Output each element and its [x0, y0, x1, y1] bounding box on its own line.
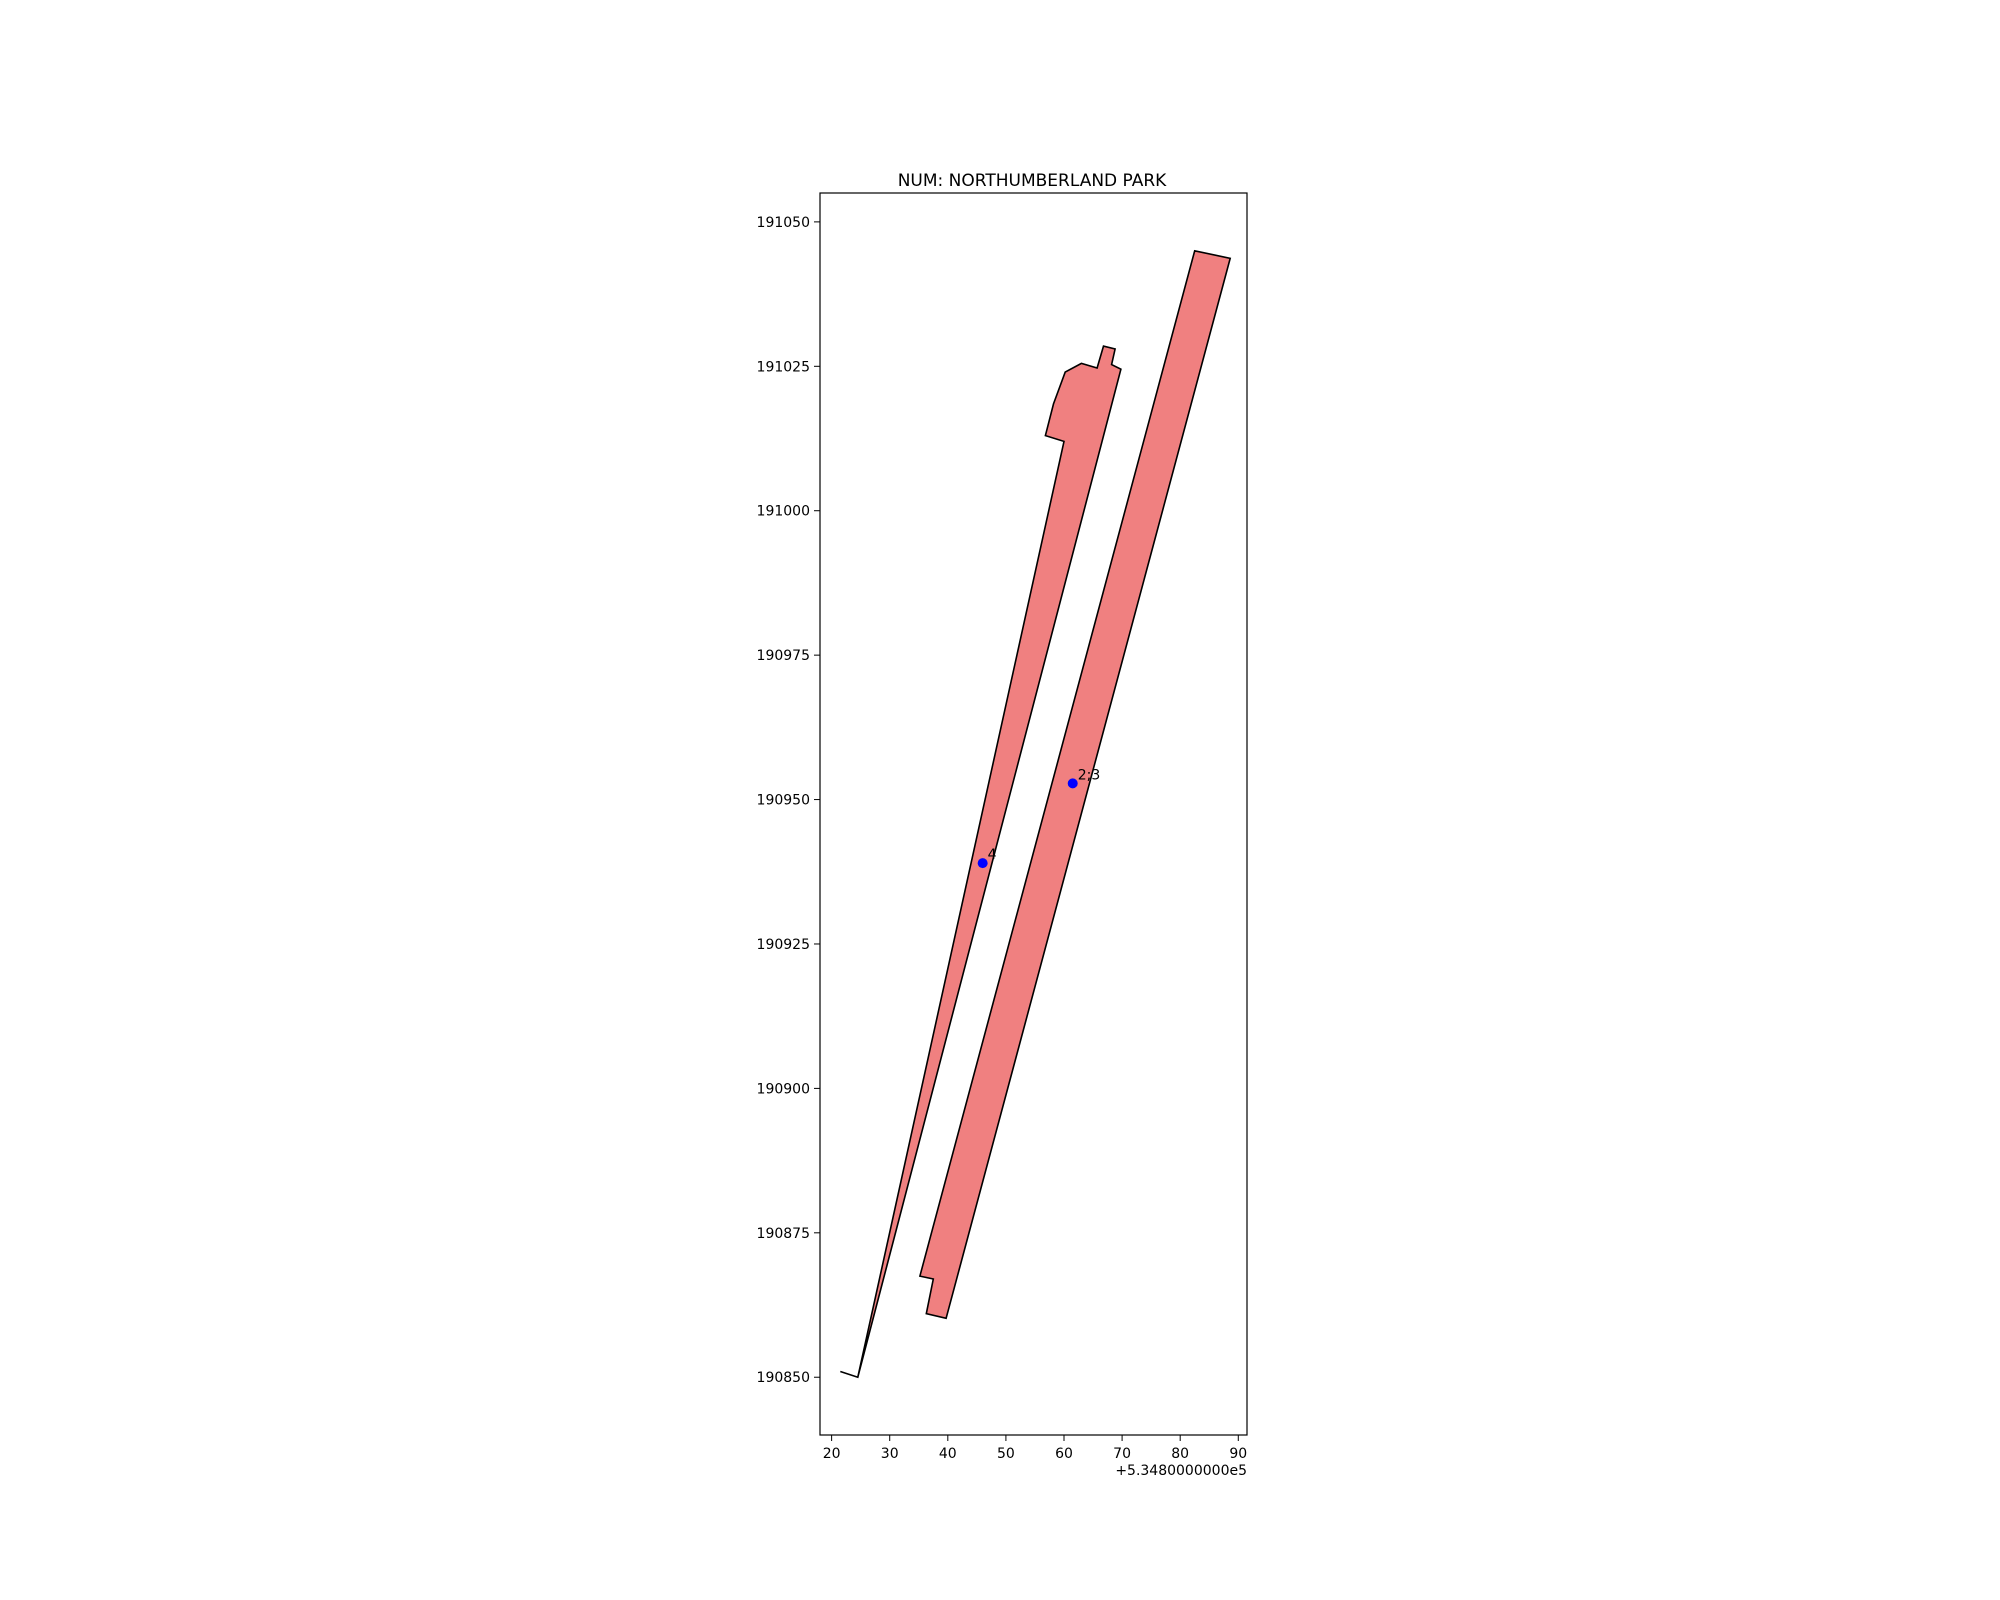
y-tick-label: 190950 — [757, 793, 810, 809]
y-tick-label: 190975 — [757, 648, 810, 664]
y-tick-label: 191025 — [757, 359, 810, 375]
y-tick-label: 190850 — [757, 1370, 810, 1386]
x-tick-label: 50 — [997, 1446, 1015, 1462]
x-tick-label: 40 — [939, 1446, 957, 1462]
x-tick-label: 80 — [1171, 1446, 1189, 1462]
x-tick-label: 90 — [1229, 1446, 1247, 1462]
y-tick-label: 191000 — [757, 504, 810, 520]
x-tick-label: 30 — [881, 1446, 899, 1462]
x-axis-offset-label: +5.3480000000e5 — [1115, 1463, 1247, 1479]
x-tick-label: 20 — [823, 1446, 841, 1462]
marker-label-1: 4 — [988, 847, 997, 863]
marker-point-2 — [1067, 778, 1078, 789]
x-tick-label: 60 — [1055, 1446, 1073, 1462]
y-tick-label: 191050 — [757, 215, 810, 231]
plot-frame — [819, 192, 1248, 1436]
y-tick-label: 190925 — [757, 937, 810, 953]
chart-title: NUM: NORTHUMBERLAND PARK — [898, 171, 1167, 191]
marker-point-1 — [977, 858, 988, 869]
marker-label-2: 2;3 — [1078, 767, 1101, 783]
y-tick-label: 190900 — [757, 1081, 810, 1097]
x-axis: 20 30 40 50 60 70 80 90 — [823, 1435, 1247, 1462]
point-layer: 4 2;3 — [977, 767, 1101, 869]
y-tick-label: 190875 — [757, 1226, 810, 1242]
x-tick-label: 70 — [1113, 1446, 1131, 1462]
y-axis: 190850 190875 190900 190925 190950 190975 1910… — [757, 215, 820, 1386]
